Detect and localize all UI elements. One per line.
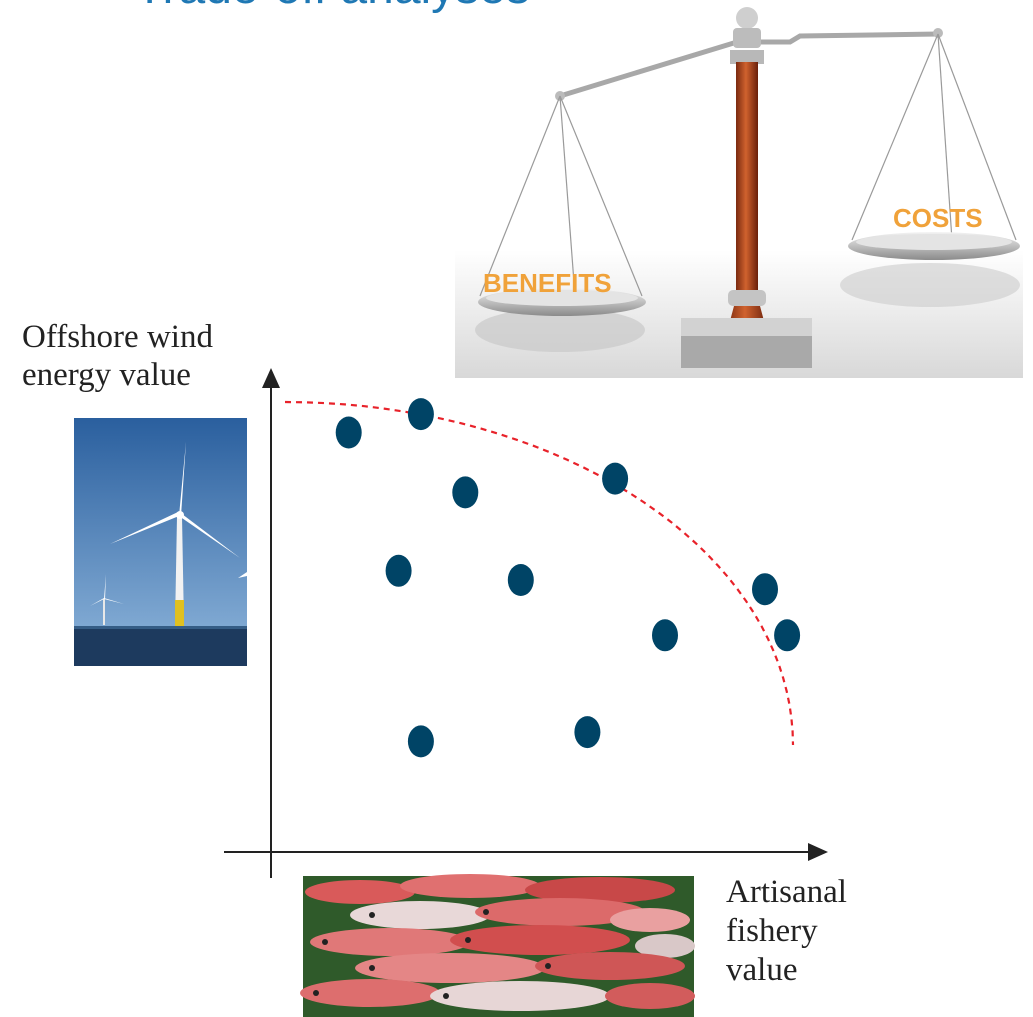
y-axis-label: Offshore wind energy value <box>22 318 213 394</box>
scatter-points <box>335 398 801 758</box>
production-frontier-curve <box>284 400 795 746</box>
scatter-point-6 <box>507 564 534 596</box>
page-title: Trade-off analyses <box>135 0 530 15</box>
scatter-point-10 <box>407 725 434 758</box>
costs-label: COSTS <box>893 203 983 233</box>
x-axis-label: Artisanal fishery value <box>726 873 847 990</box>
x-axis-label-line-1: Artisanal <box>726 874 847 910</box>
scatter-point-1 <box>335 416 362 449</box>
y-axis-label-line-2: energy value <box>22 357 191 393</box>
scatter-point-7 <box>752 573 778 606</box>
scatter-point-3 <box>452 476 479 509</box>
wind-turbine-image <box>74 418 247 666</box>
scatter-point-8 <box>652 619 678 652</box>
scatter-point-9 <box>774 619 801 652</box>
y-axis-label-line-1: Offshore wind <box>22 319 213 355</box>
benefits-label: BENEFITS <box>483 268 612 298</box>
x-axis-label-line-3: value <box>726 952 798 988</box>
fish-image <box>300 874 695 1017</box>
y-axis-arrowhead <box>262 368 280 388</box>
scatter-point-5 <box>385 554 412 587</box>
balance-scale-image <box>455 7 1023 378</box>
scatter-point-11 <box>574 716 601 749</box>
scatter-point-2 <box>407 398 434 431</box>
x-axis-arrowhead <box>808 843 828 861</box>
scatter-point-4 <box>602 462 629 495</box>
x-axis-label-line-2: fishery <box>726 913 818 949</box>
